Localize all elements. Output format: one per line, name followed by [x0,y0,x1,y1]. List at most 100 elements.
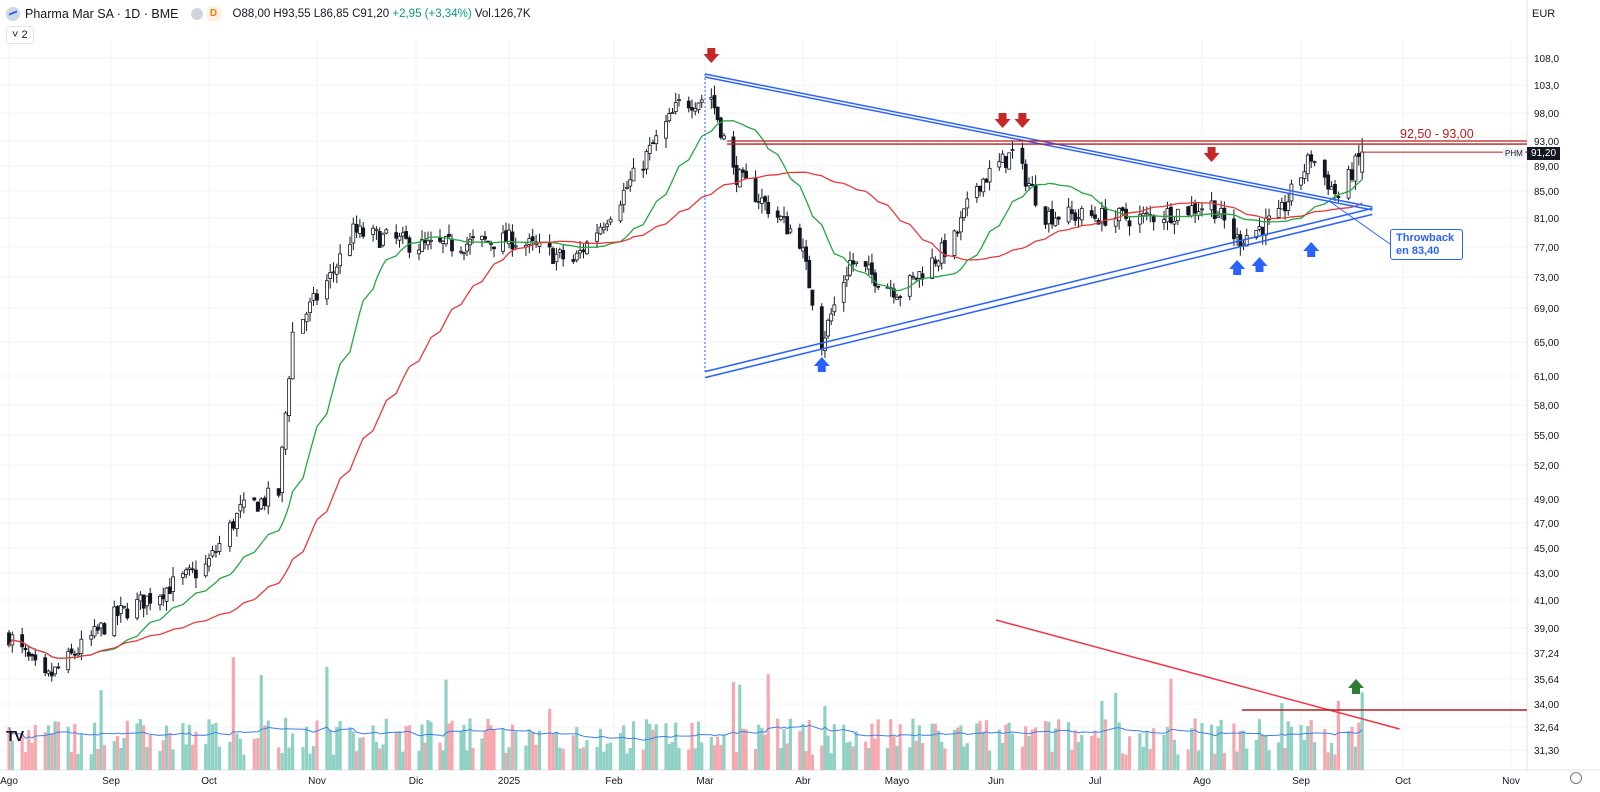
volume-bar [598,728,603,770]
volume-bar [492,729,496,770]
last-price-tag: 91,20 [1527,147,1560,160]
candle-body [1286,201,1291,211]
candle-body [778,216,783,220]
volume-bar [27,730,31,770]
candle-body [801,247,805,252]
volume-bar [1336,700,1340,770]
time-tick-label: Jun [988,776,1004,787]
candle-body [848,260,852,276]
volume-bar [534,744,538,770]
volume-bar [23,752,28,770]
volume-bar [89,754,93,770]
volume-bar [1302,740,1306,770]
volume-bar [507,747,511,770]
volume-bar [670,741,675,770]
candle-body [161,594,166,600]
volume-bar [1277,742,1281,770]
candle-body [1299,177,1303,186]
candle-body [997,161,1002,168]
volume-bar [1165,726,1170,770]
time-tick-label: Sep [1292,776,1310,787]
volume-bar [1267,750,1271,770]
volume-bar [112,741,116,770]
volume-bar [551,732,555,770]
candle-body [1010,149,1015,151]
price-tick-label: 93,00 [1534,137,1559,148]
volume-bar [158,751,162,770]
data-delay-badge[interactable]: D [206,7,221,21]
volume-bar [378,748,382,770]
volume-bar [731,681,736,770]
volume-bar [228,741,232,770]
candle-body [1209,200,1214,211]
candle-body [397,235,402,241]
time-tick-label: Sep [102,776,120,787]
volume-bar [848,741,852,770]
candle-body [180,573,185,578]
resistance-label[interactable]: 92,50 - 93,00 [1400,127,1474,141]
candle-body [1070,209,1074,214]
volume-bar [735,751,739,770]
volume-bar [164,725,169,770]
volume-bar [187,724,191,770]
candle-body [763,196,767,202]
tradingview-logo[interactable]: TV [6,728,24,745]
indicators-toggle[interactable]: ˅ 2 [6,26,34,44]
volume-bar [242,754,246,770]
candle-body [400,232,405,237]
throwback-annotation[interactable]: Throwback en 83,40 [1390,229,1463,260]
candle-body [26,651,31,657]
volume-bar [581,747,586,770]
volume-bar [760,727,764,770]
candle-body [823,337,827,351]
price-tick-label: 32,64 [1534,723,1559,734]
candle-body [1289,183,1294,202]
volume-bar [438,742,442,770]
candle-body [647,144,652,154]
candle-body [1279,202,1284,210]
volume-bar [119,747,123,770]
candle-body [785,216,790,235]
candle-body [92,625,97,637]
up-arrow-icon [1303,242,1320,257]
volume-bar [338,721,342,770]
candle-body [1027,183,1031,187]
volume-bar [804,751,808,770]
candle-body [1007,152,1012,170]
volume-bar [930,723,934,770]
volume-bar [753,748,758,770]
volume-bar [826,735,830,770]
candle-body [255,501,260,512]
time-tick-label: Abr [795,776,811,787]
candle-body [483,236,487,240]
volume-bar [602,751,606,770]
volume-bar [628,747,632,770]
price-tick-label: 39,00 [1534,624,1559,635]
candle-body [184,569,189,575]
candle-body [118,605,123,614]
candle-body [234,512,239,530]
candle-body [1043,206,1048,225]
volume-bar [510,724,514,770]
candle-body [112,606,117,637]
time-tick-label: Ago [0,776,18,787]
volume-bar [308,753,312,770]
candle-body [1360,151,1365,173]
volume-ma-line [8,724,1363,741]
price-tick-label: 98,00 [1534,109,1559,120]
candle-body [381,233,385,246]
symbol-title[interactable]: Pharma Mar SA · 1D · BME [25,7,179,21]
volume-bar [96,748,100,770]
candle-body [1073,212,1078,221]
volume-bar [851,746,855,770]
currency-label[interactable]: EUR [1532,8,1556,20]
candle-body [266,487,271,507]
volume-bar [256,738,260,770]
candle-body [958,217,963,233]
candle-body [1079,208,1084,221]
settings-gear-icon[interactable] [1570,772,1582,784]
candle-body [1172,221,1177,225]
candle-body [462,252,466,255]
candle-body [371,227,376,235]
